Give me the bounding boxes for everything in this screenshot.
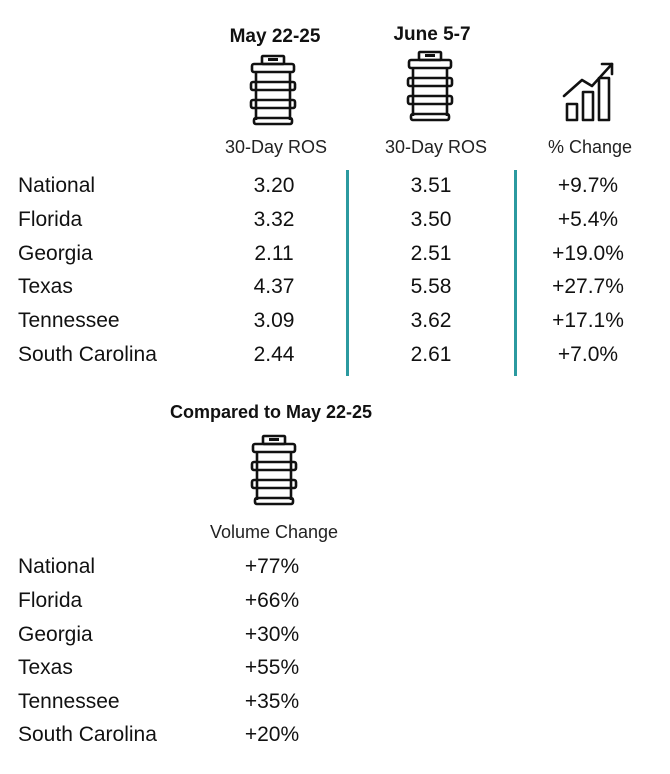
column-header-june: June 5-7 bbox=[393, 24, 471, 45]
table-cell-may: 2.11 bbox=[254, 242, 294, 265]
table-cell-change: +5.4% bbox=[557, 208, 619, 231]
table-row-state: National bbox=[18, 174, 96, 197]
column-subheader-volume: Volume Change bbox=[209, 522, 339, 542]
column-subheader-change: % Change bbox=[547, 137, 633, 157]
table-row-state: South Carolina bbox=[18, 343, 157, 366]
table-row-state: Florida bbox=[18, 589, 83, 612]
table-row-state: Georgia bbox=[18, 623, 93, 646]
table-cell-may: 3.20 bbox=[253, 174, 295, 197]
table-cell-june: 5.58 bbox=[410, 275, 452, 298]
table-cell-volume: +55% bbox=[244, 656, 300, 679]
table2-title: Compared to May 22-25 bbox=[169, 402, 373, 422]
column-subheader-may: 30-Day ROS bbox=[224, 137, 328, 157]
column-subheader-june: 30-Day ROS bbox=[384, 137, 488, 157]
table-row-state: Florida bbox=[18, 208, 83, 231]
table-cell-june: 2.51 bbox=[410, 242, 452, 265]
table-cell-june: 3.51 bbox=[410, 174, 452, 197]
column-header-may: May 22-25 bbox=[229, 26, 321, 47]
table-cell-change: +19.0% bbox=[552, 242, 624, 265]
table-cell-may: 4.37 bbox=[253, 275, 295, 298]
table-cell-volume: +30% bbox=[244, 623, 300, 646]
table-cell-volume: +77% bbox=[244, 555, 300, 578]
table-row-state: Tennessee bbox=[18, 309, 120, 332]
column-divider bbox=[346, 170, 349, 376]
keg-icon bbox=[250, 434, 298, 506]
column-divider bbox=[514, 170, 517, 376]
keg-icon bbox=[406, 50, 454, 122]
table-cell-june: 3.50 bbox=[410, 208, 452, 231]
table-cell-change: +17.1% bbox=[552, 309, 624, 332]
table-cell-june: 2.61 bbox=[410, 343, 452, 366]
table-cell-volume: +66% bbox=[244, 589, 300, 612]
table-cell-may: 3.32 bbox=[253, 208, 295, 231]
table-cell-change: +9.7% bbox=[557, 174, 619, 197]
table-cell-change: +7.0% bbox=[557, 343, 619, 366]
table-row-state: South Carolina bbox=[18, 723, 157, 746]
growth-chart-icon bbox=[562, 62, 614, 122]
table-row-state: Georgia bbox=[18, 242, 93, 265]
table-cell-volume: +35% bbox=[244, 690, 300, 713]
table-cell-volume: +20% bbox=[244, 723, 300, 746]
table-cell-change: +27.7% bbox=[552, 275, 624, 298]
table-cell-may: 2.44 bbox=[253, 343, 295, 366]
table-row-state: Texas bbox=[18, 275, 73, 298]
table-row-state: Tennessee bbox=[18, 690, 120, 713]
table-cell-june: 3.62 bbox=[410, 309, 452, 332]
table-cell-may: 3.09 bbox=[253, 309, 295, 332]
table-row-state: Texas bbox=[18, 656, 73, 679]
table-row-state: National bbox=[18, 555, 96, 578]
keg-icon bbox=[249, 54, 297, 126]
